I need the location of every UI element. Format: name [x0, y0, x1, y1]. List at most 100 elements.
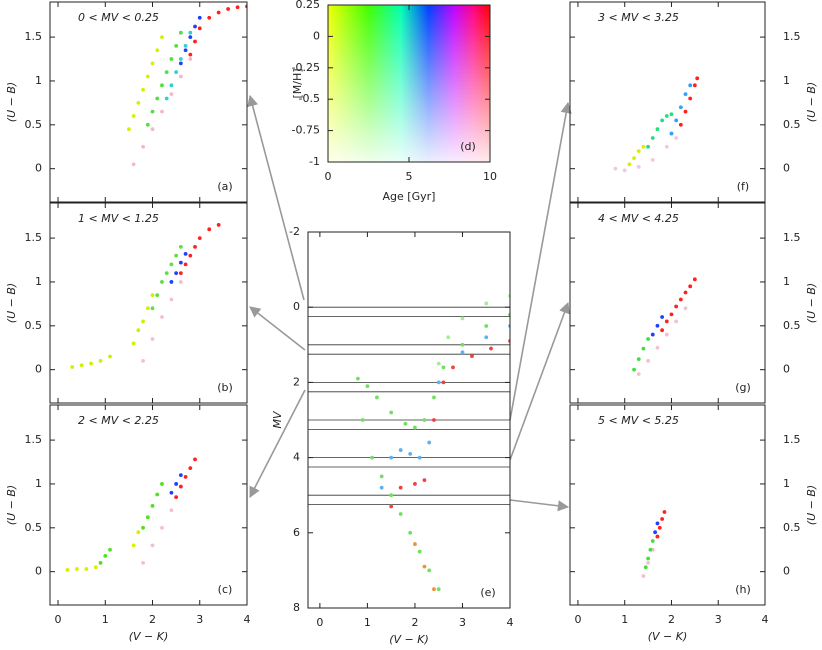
frame	[49, 404, 248, 606]
y-tick-label: 0.5	[25, 319, 43, 332]
panel: 0 5 10 0.25 0 -0.25 -0.5 -0.75 -1 (d) Age [Gyr] [M/…	[291, 0, 497, 203]
point	[660, 328, 665, 333]
points	[632, 277, 697, 376]
point	[235, 5, 240, 10]
point	[632, 367, 636, 372]
point	[188, 35, 193, 39]
point	[131, 543, 136, 548]
point	[183, 475, 188, 479]
point	[178, 74, 183, 79]
panel-title: 2 < MV < 2.25	[78, 414, 159, 427]
point	[669, 312, 674, 317]
point	[188, 30, 193, 35]
point	[365, 384, 370, 389]
point	[188, 52, 193, 57]
point	[389, 504, 394, 509]
point	[169, 262, 174, 267]
frame	[49, 1, 248, 203]
point	[484, 324, 489, 328]
point	[70, 365, 75, 369]
panel: 0 0.5 1 1.5 4 < MV < 4.25 (g) (U − B)	[569, 202, 818, 404]
y-tick-label: -1	[309, 155, 320, 168]
frame	[569, 202, 766, 404]
point	[150, 61, 155, 66]
panel: 0 1 2 3 4 -2 0 2 4 6 8 (e) (V − K) MV	[271, 225, 514, 646]
y-tick-label: 0	[783, 363, 790, 376]
point	[65, 568, 70, 572]
point	[408, 530, 413, 535]
points	[126, 4, 247, 167]
point	[160, 315, 164, 319]
point	[84, 567, 89, 571]
y-tick-label: 0.25	[296, 0, 321, 11]
y-tick-label: 1.5	[25, 231, 43, 244]
point	[136, 328, 141, 333]
point	[379, 474, 384, 479]
point	[193, 39, 197, 44]
point	[692, 83, 697, 88]
point	[669, 131, 674, 136]
point	[98, 560, 103, 565]
y-axis-label: (U − B)	[805, 485, 818, 525]
point	[688, 284, 693, 289]
point	[646, 144, 650, 149]
point	[136, 530, 141, 535]
point	[178, 280, 183, 284]
y-tick-label: 0	[293, 300, 300, 313]
point	[145, 306, 150, 311]
y-tick-label: 1	[35, 477, 42, 490]
y-tick-label: 0.5	[783, 118, 801, 131]
x-tick-label: 3	[459, 616, 466, 629]
point	[183, 43, 188, 48]
y-tick-label: 0	[35, 162, 42, 175]
point	[641, 574, 646, 578]
point	[413, 482, 417, 486]
point	[683, 290, 688, 295]
point	[432, 395, 436, 400]
y-tick-label: 0.5	[783, 521, 801, 534]
y-tick-label: 4	[293, 451, 300, 464]
point	[436, 380, 441, 385]
point	[636, 165, 641, 169]
point	[174, 43, 179, 48]
point	[678, 297, 683, 302]
point	[178, 57, 183, 61]
y-tick-label: 0.5	[25, 521, 43, 534]
point	[207, 227, 212, 232]
point	[160, 35, 164, 39]
point	[370, 455, 375, 460]
point	[622, 168, 627, 173]
point	[650, 539, 655, 543]
point	[141, 319, 145, 324]
point	[648, 547, 653, 552]
point	[403, 421, 408, 426]
point	[141, 560, 145, 565]
point	[169, 280, 174, 284]
x-tick-label: 2	[668, 613, 675, 626]
point	[695, 76, 700, 81]
points	[613, 76, 700, 173]
point	[150, 503, 155, 508]
point	[188, 57, 193, 61]
point	[692, 277, 697, 282]
point	[688, 96, 693, 101]
arrows	[247, 94, 572, 512]
point	[150, 337, 155, 341]
x-axis-label: (V − K)	[129, 630, 169, 643]
x-tick-label: 0	[574, 613, 581, 626]
panel-title: 0 < MV < 0.25	[78, 11, 159, 24]
point	[398, 448, 403, 452]
point	[150, 109, 155, 114]
point	[79, 363, 84, 368]
point	[646, 560, 650, 565]
y-tick-label: 0	[313, 29, 320, 42]
point	[183, 48, 188, 53]
y-tick-label: 0.5	[25, 118, 43, 131]
point	[169, 297, 174, 302]
point	[489, 346, 493, 351]
point	[169, 92, 174, 97]
point	[641, 346, 646, 351]
point	[131, 162, 136, 167]
point	[389, 455, 394, 460]
point	[193, 244, 197, 249]
